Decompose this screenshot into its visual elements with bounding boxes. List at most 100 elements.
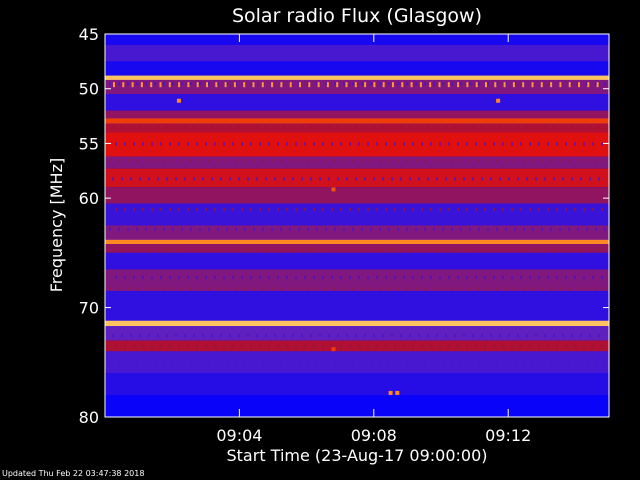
texture-dot [343, 286, 345, 290]
texture-dot [334, 158, 336, 162]
texture-dot [127, 82, 129, 86]
texture-dot [517, 247, 519, 251]
texture-dot [130, 126, 132, 130]
texture-dot [595, 361, 597, 365]
texture-dot [520, 208, 522, 212]
texture-dot [361, 286, 363, 290]
texture-dot [547, 275, 549, 279]
texture-dot [445, 333, 447, 337]
texture-dot [283, 247, 285, 251]
texture-dot [328, 247, 330, 251]
texture-dot [487, 286, 489, 290]
texture-dot [478, 158, 480, 162]
interference-tick [289, 82, 292, 88]
texture-dot [505, 227, 507, 231]
texture-dot [547, 344, 549, 348]
texture-dot [160, 344, 162, 348]
texture-dot [526, 177, 528, 181]
texture-dot [454, 126, 456, 130]
texture-dot [358, 344, 360, 348]
spectrum-band-9 [105, 132, 609, 157]
texture-dot [481, 177, 483, 181]
texture-dot [499, 333, 501, 337]
texture-dot [580, 177, 582, 181]
texture-dot [457, 142, 459, 146]
texture-dot [262, 227, 264, 231]
texture-dot [523, 227, 525, 231]
texture-dot [442, 227, 444, 231]
texture-dot [421, 275, 423, 279]
texture-dot [280, 227, 282, 231]
spectrum-band-2 [105, 61, 609, 76]
texture-dot [340, 208, 342, 212]
texture-dot [355, 247, 357, 251]
signal-spot [331, 347, 336, 352]
texture-dot [184, 126, 186, 130]
texture-dot [205, 142, 207, 146]
x-axis: 09:04 09:08 09:12 [216, 34, 531, 445]
texture-dot [568, 227, 570, 231]
texture-dot [250, 275, 252, 279]
texture-dot [412, 142, 414, 146]
texture-dot [145, 227, 147, 231]
texture-dot [109, 361, 111, 365]
texture-dot [508, 247, 510, 251]
texture-dot [598, 126, 600, 130]
texture-dot [337, 333, 339, 337]
texture-dot [244, 158, 246, 162]
texture-dot [289, 286, 291, 290]
texture-dot [562, 333, 564, 337]
texture-dot [400, 333, 402, 337]
y-tick-label: 50 [79, 80, 99, 99]
texture-dot [412, 208, 414, 212]
texture-dot [199, 227, 201, 231]
texture-dot [604, 361, 606, 365]
texture-dot [379, 227, 381, 231]
texture-dot [481, 126, 483, 130]
texture-dot [370, 361, 372, 365]
texture-dot [241, 275, 243, 279]
texture-dot [136, 361, 138, 365]
texture-dot [412, 275, 414, 279]
updated-timestamp: Updated Thu Feb 22 03:47:38 2018 [2, 469, 145, 478]
texture-dot [247, 126, 249, 130]
texture-dot [211, 126, 213, 130]
texture-dot [469, 361, 471, 365]
texture-dot [592, 344, 594, 348]
texture-dot [379, 158, 381, 162]
texture-dot [292, 333, 294, 337]
texture-dot [319, 177, 321, 181]
texture-dot [262, 361, 264, 365]
texture-dot [160, 275, 162, 279]
interference-tick [168, 82, 171, 88]
texture-dot [598, 177, 600, 181]
texture-dot [415, 286, 417, 290]
texture-dot [472, 247, 474, 251]
texture-dot [178, 344, 180, 348]
texture-dot [328, 177, 330, 181]
texture-dot [469, 158, 471, 162]
texture-dot [295, 344, 297, 348]
texture-dot [109, 82, 111, 86]
texture-dot [118, 286, 120, 290]
texture-dot [268, 344, 270, 348]
interference-tick [410, 82, 413, 88]
spectrogram-spots [176, 98, 501, 395]
texture-dot [109, 158, 111, 162]
texture-dot [331, 344, 333, 348]
spectrum-band-13 [105, 203, 609, 226]
texture-dot [454, 177, 456, 181]
signal-spot [496, 98, 501, 103]
texture-dot [217, 158, 219, 162]
texture-dot [397, 361, 399, 365]
texture-dot [217, 361, 219, 365]
texture-dot [304, 142, 306, 146]
texture-dot [412, 344, 414, 348]
texture-dot [199, 361, 201, 365]
spectrum-band-4 [105, 79, 609, 95]
texture-dot [475, 344, 477, 348]
texture-dot [238, 126, 240, 130]
interference-tick [568, 82, 571, 88]
texture-dot [337, 126, 339, 130]
texture-dot [262, 286, 264, 290]
